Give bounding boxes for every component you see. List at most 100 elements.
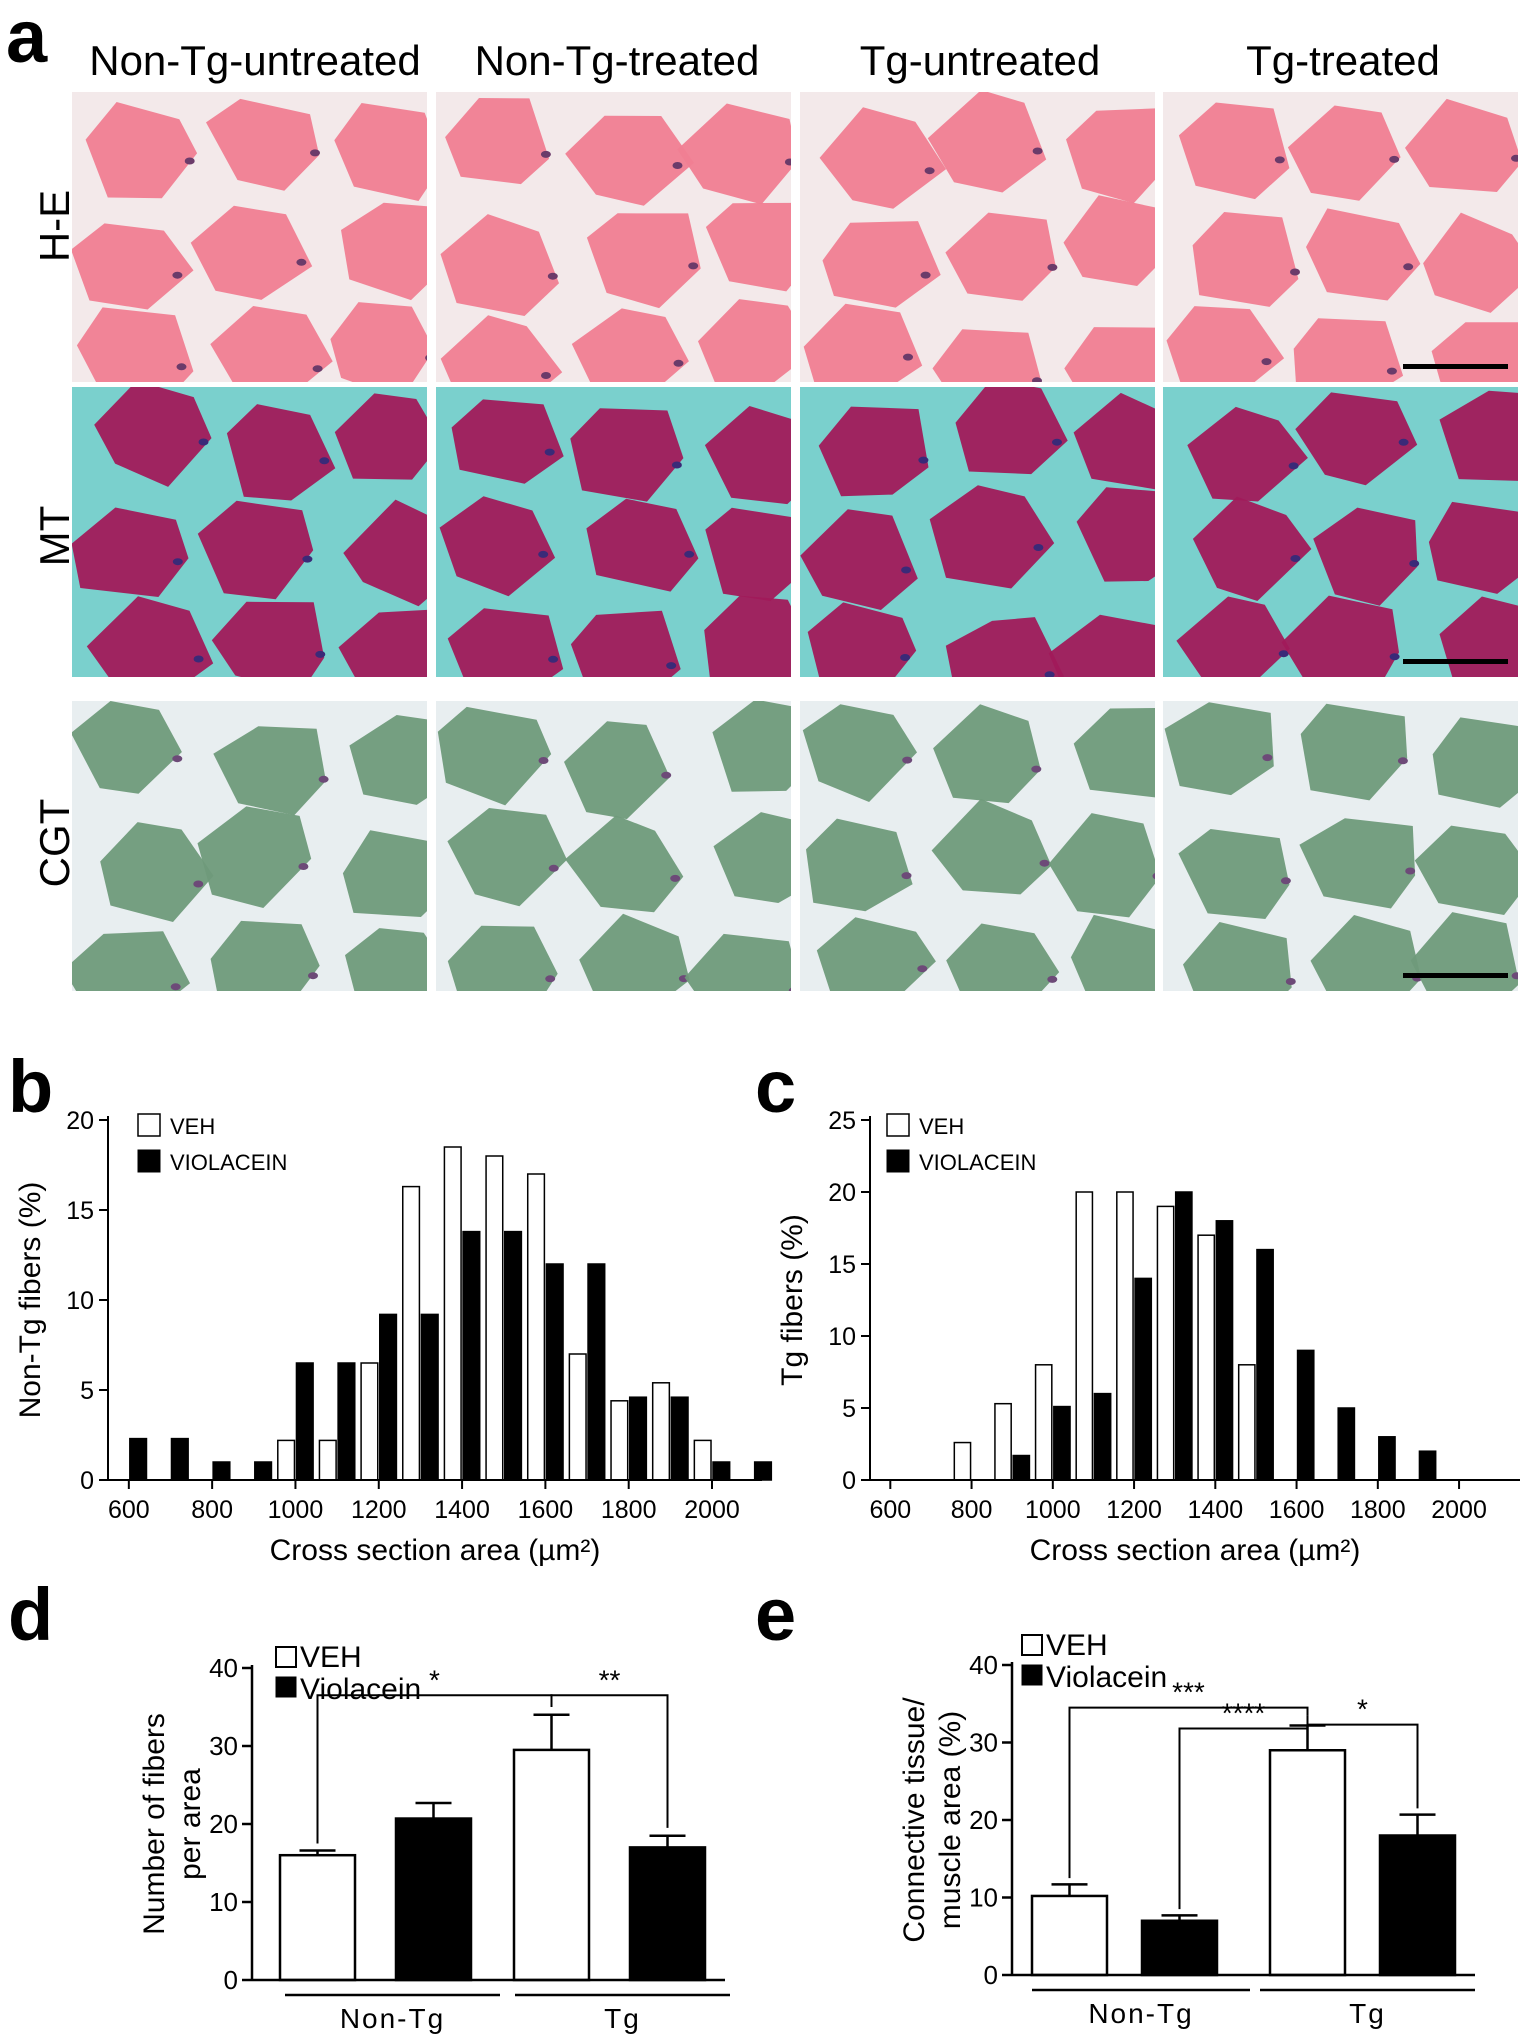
muscle-fiber <box>586 498 699 592</box>
muscle-fiber <box>684 933 791 991</box>
muscle-fiber <box>1187 406 1308 502</box>
legend-label-veh: VEH <box>919 1114 964 1139</box>
y-tick-label: 5 <box>80 1377 94 1405</box>
muscle-fiber <box>955 387 1068 475</box>
bar-veh <box>360 1362 379 1481</box>
muscle-fiber <box>1306 208 1421 301</box>
y-axis-label: muscle area (%) <box>934 1711 967 1929</box>
nucleus <box>1511 154 1518 162</box>
bar-violacein <box>129 1437 148 1481</box>
legend-label-violacein: VIOLACEIN <box>919 1150 1036 1175</box>
muscle-fiber <box>206 98 320 191</box>
nucleus <box>903 353 913 361</box>
bar-veh <box>953 1441 972 1481</box>
muscle-fiber <box>100 822 214 922</box>
nucleus <box>1031 765 1042 773</box>
panel-letter-e: e <box>755 1573 797 1656</box>
muscle-fiber <box>819 107 947 209</box>
column-title-tg-untreated: Tg-untreated <box>859 37 1101 84</box>
muscle-fiber <box>1432 717 1518 808</box>
legend-swatch-violacein <box>275 1676 297 1698</box>
muscle-fiber <box>334 393 427 480</box>
muscle-fiber <box>698 299 791 382</box>
nucleus <box>1033 544 1044 551</box>
bar-violacein <box>1140 1919 1219 1977</box>
muscle-fiber <box>72 507 189 597</box>
barchart-fibers-per-area: 0 10 20 30 40 Non-Tg Tg Number of fibers per are… <box>138 1641 730 2034</box>
nucleus <box>538 550 549 558</box>
muscle-fiber <box>818 406 929 497</box>
muscle-fiber <box>342 830 427 917</box>
nucleus <box>1511 972 1518 980</box>
muscle-fiber <box>197 806 312 908</box>
muscle-fiber <box>94 387 212 487</box>
y-axis-label: Tg fibers (%) <box>776 1214 809 1386</box>
bar-violacein <box>1296 1349 1315 1481</box>
y-tick-label: 20 <box>828 1179 856 1207</box>
nucleus <box>1389 155 1400 163</box>
muscle-fiber <box>439 496 556 597</box>
muscle-fiber <box>713 812 791 903</box>
bar-veh <box>1075 1191 1094 1481</box>
legend-swatch-violacein <box>137 1149 161 1173</box>
nucleus <box>1261 358 1272 366</box>
muscle-fiber <box>816 917 936 991</box>
y-tick-label: 0 <box>842 1467 856 1495</box>
muscle-fiber <box>1293 318 1404 382</box>
micrograph-mt-0 <box>72 387 427 677</box>
bar-violacein <box>1337 1407 1356 1481</box>
bar-violacein <box>295 1362 314 1481</box>
nucleus <box>540 150 551 158</box>
significance-bracket <box>1068 1706 1309 1879</box>
nucleus <box>319 457 330 465</box>
x-tick-label: 2000 <box>1431 1496 1487 1524</box>
bar-violacein <box>1378 1436 1396 1481</box>
muscle-fiber <box>338 609 427 677</box>
bar-violacein <box>1093 1392 1112 1481</box>
nucleus <box>296 258 307 266</box>
muscle-fiber <box>1281 595 1399 677</box>
bar-violacein <box>1418 1450 1437 1481</box>
muscle-fiber <box>704 595 791 677</box>
tissue-pattern <box>436 387 791 677</box>
x-tick-label: 600 <box>869 1496 911 1524</box>
nucleus <box>1039 859 1050 867</box>
nucleus <box>298 863 309 870</box>
nucleus <box>784 158 791 166</box>
scale-bar <box>1403 973 1508 978</box>
micrograph-mt-1 <box>436 387 791 677</box>
muscle-fiber <box>565 815 684 913</box>
nucleus <box>548 655 559 663</box>
muscle-fiber <box>704 406 791 505</box>
muscle-fiber <box>1048 614 1155 677</box>
x-tick-label: 800 <box>191 1496 233 1524</box>
micrograph-mt-3 <box>1163 387 1518 677</box>
histogram-tg: 0 5 10 15 20 25 600 800 1000 1200 1400 1600 1800 2000… <box>776 1107 1520 1567</box>
nucleus <box>541 372 551 379</box>
nucleus <box>672 162 683 169</box>
column-title-tg-treated: Tg-treated <box>1246 37 1440 84</box>
muscle-fiber <box>705 202 791 292</box>
nucleus <box>1052 438 1062 446</box>
nucleus <box>688 262 699 270</box>
bar-violacein <box>420 1313 439 1481</box>
y-tick-label: 10 <box>828 1323 856 1351</box>
bar-violacein <box>337 1362 356 1481</box>
bar-veh <box>1197 1234 1216 1481</box>
muscle-fiber <box>211 601 325 677</box>
muscle-fiber <box>210 306 333 382</box>
muscle-fiber <box>343 499 427 607</box>
nucleus <box>170 983 181 991</box>
x-tick-label: 1800 <box>1350 1496 1406 1524</box>
nucleus <box>184 157 195 165</box>
bar-veh <box>610 1400 629 1481</box>
muscle-fiber <box>1176 596 1290 677</box>
y-tick-label: 40 <box>969 1650 998 1680</box>
muscle-fiber <box>72 931 190 991</box>
legend-swatch-violacein <box>886 1149 910 1173</box>
bar-veh <box>443 1146 462 1481</box>
bar-violacein <box>628 1396 648 1481</box>
muscle-fiber <box>349 715 427 805</box>
muscle-fiber <box>945 212 1056 301</box>
legend-swatch-veh <box>886 1113 910 1137</box>
